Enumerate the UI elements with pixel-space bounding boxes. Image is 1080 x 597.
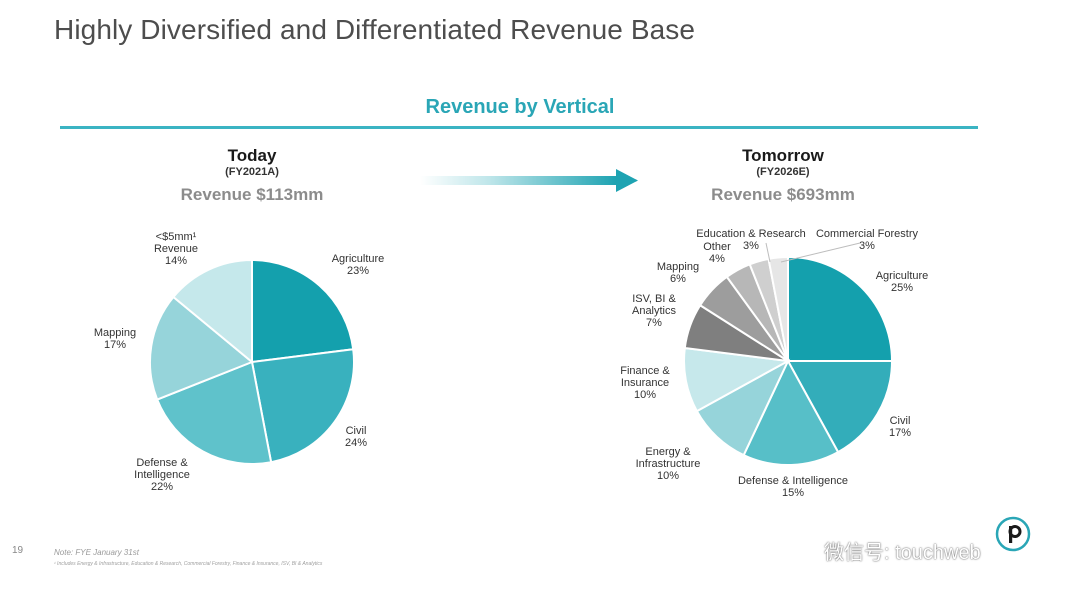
- today-slice-5mm-revenue: [172, 258, 253, 365]
- tomorrow-label-defense-intelligence: Defense & Intelligence 15%: [738, 475, 848, 499]
- tomorrow-label-finance-insurance: Finance & Insurance 10%: [620, 365, 670, 401]
- tomorrow-label-other: Other 4%: [703, 241, 731, 265]
- tomorrow-label-mapping: Mapping 6%: [657, 261, 699, 285]
- tomorrow-chart-header: Tomorrow (FY2026E) Revenue $693mm: [633, 146, 933, 205]
- today-slice-mapping: [149, 295, 254, 401]
- section-divider: [60, 126, 978, 129]
- leader-line-commercial-forestry: [780, 242, 861, 263]
- today-slice-agriculture: [251, 258, 355, 364]
- tomorrow-slice-civil: [786, 360, 894, 454]
- today-label-agriculture: Agriculture 23%: [332, 253, 385, 277]
- today-subtitle: (FY2021A): [225, 166, 279, 178]
- today-label-civil: Civil 24%: [345, 425, 367, 449]
- tomorrow-title: Tomorrow: [742, 146, 824, 165]
- today-chart-header: Today (FY2021A) Revenue $113mm: [102, 146, 402, 205]
- tomorrow-label-isv-bi-analytics: ISV, BI & Analytics 7%: [632, 293, 677, 329]
- slide-title: Highly Diversified and Differentiated Re…: [54, 14, 696, 45]
- tomorrow-revenue: Revenue $693mm: [711, 185, 855, 204]
- right-arrow-icon: [420, 169, 638, 192]
- today-label-5mm-revenue: <$5mm¹ Revenue 14%: [154, 231, 198, 267]
- today-title: Today: [227, 146, 277, 165]
- footnote: ¹ Includes Energy & Infrastructure, Educ…: [54, 561, 323, 567]
- tomorrow-label-energy-infrastructure: Energy & Infrastructure 10%: [636, 446, 701, 482]
- tomorrow-slice-commercial-forestry: [767, 255, 789, 362]
- wechat-icon: [788, 539, 817, 561]
- logo-icon: [995, 516, 1031, 552]
- tomorrow-subtitle: (FY2026E): [756, 166, 810, 178]
- section-heading: Revenue by Vertical: [425, 96, 615, 118]
- note: Note: FYE January 31st: [54, 548, 139, 557]
- tomorrow-label-education-research: Education & Research 3%: [696, 228, 805, 252]
- watermark-text: 微信号: touchweb: [824, 541, 981, 564]
- tomorrow-label-commercial-forestry: Commercial Forestry 3%: [816, 228, 919, 252]
- today-revenue: Revenue $113mm: [180, 185, 324, 204]
- leader-line-education-research: [765, 242, 771, 263]
- tomorrow-slice-defense-intelligence: [742, 358, 840, 466]
- today-label-defense-intelligence: Defense & Intelligence 22%: [134, 457, 190, 493]
- tomorrow-label-civil: Civil 17%: [889, 415, 911, 439]
- tomorrow-slice-agriculture: [787, 255, 894, 362]
- today-slice-defense-intelligence: [155, 360, 273, 465]
- page-number: 19: [12, 545, 24, 556]
- tomorrow-label-agriculture: Agriculture 25%: [876, 270, 929, 294]
- watermark: 微信号: touchweb: [788, 536, 981, 564]
- today-label-mapping: Mapping 17%: [94, 327, 136, 351]
- today-slice-civil: [250, 348, 355, 464]
